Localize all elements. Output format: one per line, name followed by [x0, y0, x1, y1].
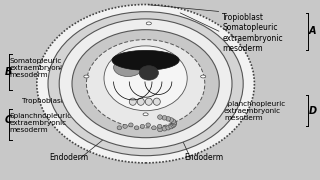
- Ellipse shape: [117, 126, 122, 130]
- Ellipse shape: [157, 124, 162, 128]
- Circle shape: [143, 113, 148, 116]
- Ellipse shape: [166, 117, 171, 121]
- Text: C: C: [5, 115, 12, 125]
- Circle shape: [146, 22, 151, 25]
- Ellipse shape: [157, 115, 163, 119]
- Ellipse shape: [59, 19, 232, 148]
- Ellipse shape: [48, 12, 243, 156]
- Ellipse shape: [169, 124, 173, 129]
- Ellipse shape: [86, 40, 205, 128]
- Ellipse shape: [145, 98, 152, 105]
- Ellipse shape: [37, 4, 254, 163]
- Ellipse shape: [123, 124, 127, 128]
- Text: Endoderm: Endoderm: [50, 153, 89, 162]
- Ellipse shape: [104, 46, 187, 111]
- Ellipse shape: [139, 66, 158, 80]
- Text: D: D: [309, 106, 317, 116]
- Text: A: A: [309, 26, 316, 37]
- Text: Somatopleuric
extraembryonic
mesoderm: Somatopleuric extraembryonic mesoderm: [222, 23, 283, 53]
- Ellipse shape: [171, 119, 176, 123]
- Ellipse shape: [166, 125, 171, 130]
- Ellipse shape: [137, 98, 144, 105]
- Ellipse shape: [146, 123, 150, 127]
- Ellipse shape: [114, 58, 142, 76]
- Text: B: B: [5, 67, 12, 77]
- Ellipse shape: [134, 126, 139, 130]
- Ellipse shape: [157, 127, 163, 132]
- Ellipse shape: [162, 116, 167, 120]
- Ellipse shape: [171, 123, 176, 128]
- Ellipse shape: [172, 122, 177, 126]
- Text: Endoderm: Endoderm: [184, 153, 223, 162]
- Text: Splanchnopleuric
extraembryonic
mesoderm: Splanchnopleuric extraembryonic mesoderm: [10, 113, 72, 133]
- Circle shape: [201, 75, 206, 78]
- Text: Splanchnopleuric
extraembryonic
mesoderm: Splanchnopleuric extraembryonic mesoderm: [224, 101, 286, 121]
- Text: Trophoblast: Trophoblast: [22, 98, 64, 104]
- Ellipse shape: [129, 123, 133, 127]
- Ellipse shape: [172, 120, 177, 125]
- Ellipse shape: [152, 126, 156, 130]
- Ellipse shape: [140, 124, 145, 128]
- Ellipse shape: [169, 118, 173, 122]
- Circle shape: [84, 75, 89, 78]
- Ellipse shape: [129, 98, 136, 105]
- Ellipse shape: [112, 50, 179, 70]
- Ellipse shape: [72, 30, 219, 138]
- Text: Tropioblast: Tropioblast: [222, 13, 264, 22]
- Ellipse shape: [153, 98, 160, 105]
- Ellipse shape: [162, 127, 167, 131]
- Text: Somatopleuric
extraembryonic
mesoderm: Somatopleuric extraembryonic mesoderm: [10, 58, 67, 78]
